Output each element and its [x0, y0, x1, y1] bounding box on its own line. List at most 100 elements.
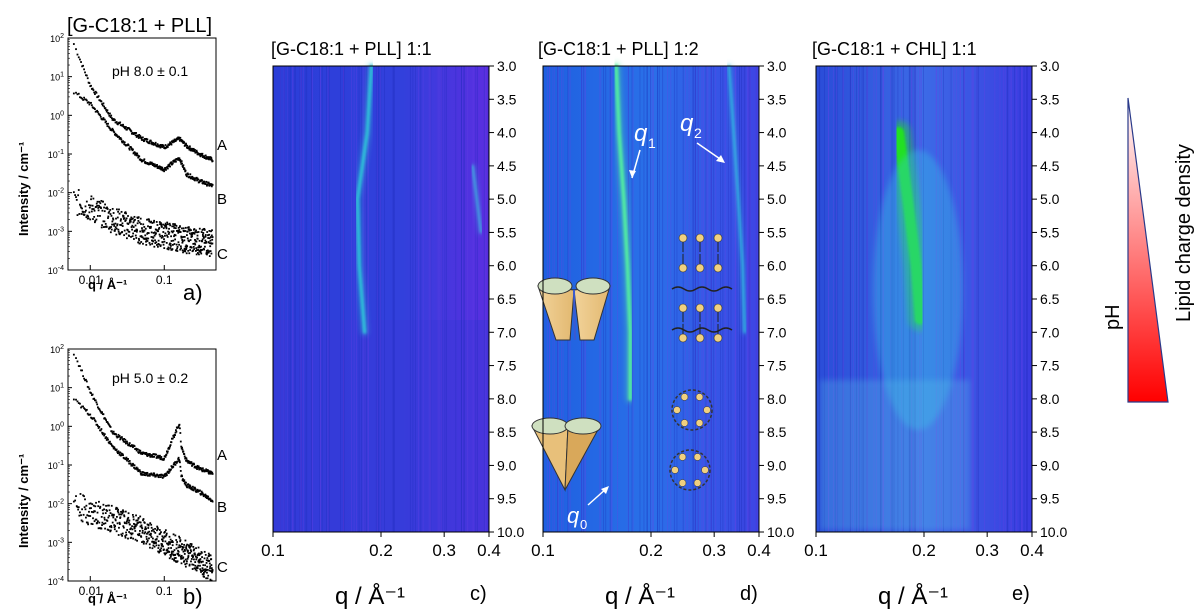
data-point-a-B: [180, 160, 183, 163]
data-point-b-B: [190, 486, 193, 489]
data-point-a-C: [111, 207, 114, 210]
data-point-a-C: [118, 212, 121, 215]
data-point-a-B: [206, 183, 209, 186]
data-point-b-C: [113, 528, 116, 531]
data-point-b-A: [145, 451, 148, 454]
data-point-a-C: [158, 221, 161, 223]
data-point-a-B: [111, 127, 114, 130]
data-point-b-C: [140, 535, 143, 538]
data-point-a-B: [122, 140, 125, 143]
data-point-a-C: [128, 230, 131, 233]
data-point-b-B: [172, 466, 175, 468]
data-point-b-A: [209, 471, 212, 474]
data-point-a-B: [167, 165, 170, 168]
data-point-a-C: [115, 227, 118, 230]
data-point-b-B: [125, 456, 128, 459]
data-point-a-C: [176, 247, 179, 250]
data-point-b-C: [130, 527, 132, 530]
data-point-b-C: [99, 507, 101, 509]
data-point-b-C: [156, 535, 159, 538]
data-point-b-C: [125, 534, 128, 536]
data-point-b-C: [83, 506, 86, 509]
y-tick-label-d: 7.0: [767, 324, 787, 340]
data-point-a-C: [175, 225, 178, 227]
data-point-b-C: [164, 535, 167, 538]
data-point-a-B: [91, 106, 94, 109]
data-point-a-C: [114, 222, 117, 225]
data-point-b-C: [87, 514, 90, 517]
data-point-b-A: [133, 445, 136, 448]
panel-label-e: e): [1012, 583, 1030, 605]
data-point-a-C: [113, 230, 116, 232]
y-tick-label-a: 10-3: [48, 226, 64, 237]
y-tick-label-c: 9.5: [497, 491, 517, 507]
data-point-a-C: [137, 241, 140, 244]
data-point-a-B: [88, 103, 91, 106]
data-point-a-C: [97, 207, 100, 209]
heatmap-halo-e: [873, 150, 963, 430]
data-point-b-C: [211, 569, 214, 571]
data-point-a-C: [166, 221, 169, 224]
data-point-a-C: [116, 224, 119, 227]
data-point-b-C: [91, 523, 94, 526]
data-point-a-C: [185, 248, 187, 251]
data-point-a-B: [110, 129, 113, 132]
data-point-b-C: [84, 498, 86, 501]
data-point-b-C: [151, 529, 153, 532]
data-point-a-A: [119, 121, 122, 124]
data-point-a-A: [156, 143, 159, 146]
data-point-b-C: [198, 552, 200, 555]
data-point-a-B: [143, 158, 146, 161]
data-point-a-A: [82, 64, 85, 67]
data-point-b-B: [161, 474, 164, 477]
data-point-b-C: [191, 554, 194, 557]
data-point-a-B: [128, 147, 131, 150]
data-point-a-C: [145, 237, 148, 240]
data-point-a-C: [174, 227, 177, 230]
data-point-b-A: [139, 449, 142, 452]
data-point-b-C: [210, 564, 213, 566]
data-point-a-B: [94, 108, 96, 110]
data-point-b-A: [167, 447, 170, 450]
data-point-b-C: [165, 532, 168, 535]
data-point-a-B: [186, 172, 189, 175]
data-point-b-A: [96, 406, 99, 409]
y-tick-label-e: 4.0: [1040, 125, 1060, 141]
data-point-b-C: [159, 550, 162, 552]
data-point-b-C: [76, 506, 79, 508]
data-point-b-C: [190, 543, 193, 546]
data-point-b-C: [145, 527, 147, 530]
y-tick-base: 10: [50, 422, 60, 432]
data-point-b-C: [77, 508, 80, 511]
data-point-b-C: [105, 504, 107, 507]
y-tick-label-e: 4.5: [1040, 158, 1060, 174]
data-point-b-B: [94, 420, 97, 423]
data-point-a-C: [90, 198, 92, 201]
data-point-a-A: [105, 109, 108, 111]
data-point-b-B: [171, 465, 173, 468]
data-point-a-C: [207, 241, 210, 243]
data-point-a-C: [96, 215, 99, 217]
ylabel-a: Intensity / cm⁻¹: [16, 142, 31, 236]
data-point-b-C: [106, 528, 109, 531]
data-point-b-C: [129, 532, 132, 535]
data-point-a-B: [152, 162, 155, 165]
data-point-b-C: [143, 532, 146, 535]
data-point-b-A: [99, 409, 101, 412]
data-point-b-C: [125, 522, 128, 525]
micelle-headgroup: [693, 479, 702, 487]
data-point-b-B: [136, 467, 139, 470]
data-point-a-C: [108, 210, 111, 213]
data-point-a-A: [178, 138, 181, 140]
data-point-a-C: [169, 247, 172, 249]
data-point-a-C: [80, 206, 82, 209]
data-point-a-C: [209, 236, 212, 238]
data-point-b-C: [172, 554, 175, 557]
y-tick-base: 10: [50, 73, 60, 83]
data-point-a-C: [87, 217, 90, 220]
data-point-a-C: [161, 234, 164, 237]
micelle-headgroup: [695, 419, 704, 427]
data-point-a-B: [142, 159, 145, 162]
data-point-b-B: [179, 461, 181, 464]
panel-label-a: a): [183, 280, 203, 305]
